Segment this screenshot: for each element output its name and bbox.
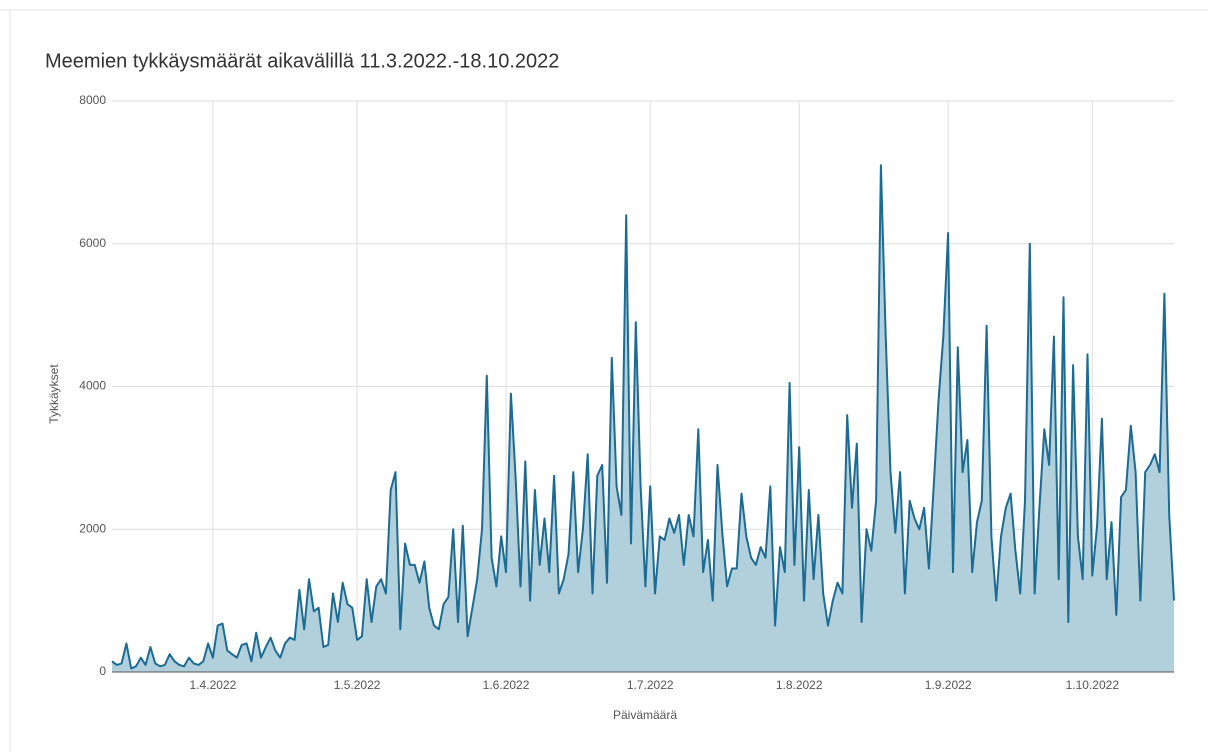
x-tick-label: 1.10.2022	[1066, 678, 1120, 692]
y-tick-label: 8000	[79, 93, 106, 107]
y-tick-label: 4000	[79, 379, 106, 393]
y-tick-label: 2000	[79, 521, 106, 535]
x-tick-label: 1.4.2022	[190, 678, 237, 692]
x-tick-label: 1.8.2022	[776, 678, 823, 692]
chart-title: Meemien tykkäysmäärät aikavälillä 11.3.2…	[45, 50, 559, 72]
y-axis-label: Tykkäykset	[47, 364, 61, 424]
x-tick-label: 1.6.2022	[483, 678, 530, 692]
x-tick-label: 1.9.2022	[925, 678, 972, 692]
y-tick-label: 0	[99, 664, 106, 678]
x-tick-label: 1.7.2022	[627, 678, 674, 692]
x-axis-label: Päivämäärä	[613, 708, 677, 722]
x-tick-label: 1.5.2022	[334, 678, 381, 692]
line	[111, 164, 1175, 670]
y-tick-label: 6000	[79, 236, 106, 250]
area-fill	[112, 165, 1174, 672]
